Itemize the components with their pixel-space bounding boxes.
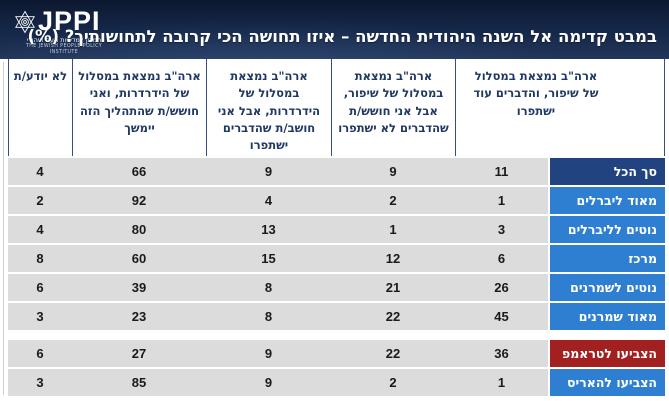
group-gap <box>8 332 665 340</box>
row-label: נוטים לשמרנים <box>550 274 665 301</box>
value-cell: 45 <box>455 303 548 330</box>
table-row: מרכז 6 12 15 60 8 <box>8 245 665 272</box>
column-header: לא יודע/ת <box>13 69 68 83</box>
value-cell: 8 <box>206 303 331 330</box>
value-cell: 22 <box>331 340 455 367</box>
star-of-david-icon <box>13 10 37 34</box>
table-row: נוטים לשמרנים 26 21 8 39 6 <box>8 274 665 301</box>
column-header: ארה"ב נמצאת במסלול של הידרדרות, אבל אני … <box>206 59 331 156</box>
value-cell: 6 <box>8 274 72 301</box>
table-row: סך הכל 11 9 9 66 4 <box>8 158 665 185</box>
value-cell: 4 <box>206 187 331 214</box>
row-label: הצביעו לטראמפ <box>550 340 665 367</box>
value-cell: 3 <box>8 369 72 396</box>
logo-tagline-english: THE JEWISH PEOPLE POLICY INSTITUTE <box>25 44 103 55</box>
value-cell: 36 <box>455 340 548 367</box>
value-cell: 9 <box>206 340 331 367</box>
value-cell: 2 <box>331 187 455 214</box>
value-cell: 39 <box>72 274 206 301</box>
value-cell: 60 <box>72 245 206 272</box>
jppi-logo: JPPI המכון למדיניות העם היהודי THE JEWIS… <box>13 6 115 56</box>
logo-tagline-hebrew: המכון למדיניות העם היהודי <box>26 36 102 44</box>
value-cell: 66 <box>72 158 206 185</box>
value-cell: 6 <box>8 340 72 367</box>
value-cell: 1 <box>331 216 455 243</box>
table-row: הצביעו לטראמפ 36 22 9 27 6 <box>8 340 665 367</box>
table-row: מאוד ליברלים 1 2 4 92 2 <box>8 187 665 214</box>
column-header: ארה"ב נמצאת במסלול של שיפור, והדברים עוד… <box>455 59 664 156</box>
value-cell: 9 <box>331 158 455 185</box>
value-cell: 1 <box>455 187 548 214</box>
table-row: נוטים לליברלים 3 1 13 80 4 <box>8 216 665 243</box>
value-cell: 21 <box>331 274 455 301</box>
value-cell: 8 <box>8 245 72 272</box>
title-banner: JPPI המכון למדיניות העם היהודי THE JEWIS… <box>0 0 669 59</box>
value-cell: 9 <box>206 158 331 185</box>
row-label: מאוד ליברלים <box>550 187 665 214</box>
value-cell: 23 <box>72 303 206 330</box>
value-cell: 26 <box>455 274 548 301</box>
value-cell: 9 <box>206 369 331 396</box>
column-header: ארה"ב נמצאת במסלול של הידרדרות, ואני חוש… <box>72 59 206 156</box>
row-label: נוטים לליברלים <box>550 216 665 243</box>
value-cell: 8 <box>206 274 331 301</box>
value-cell: 1 <box>455 369 548 396</box>
row-label: הצביעו להאריס <box>550 369 665 396</box>
logo-taglines: המכון למדיניות העם היהודי THE JEWISH PEO… <box>13 36 115 56</box>
value-cell: 12 <box>331 245 455 272</box>
value-cell: 3 <box>455 216 548 243</box>
table-row: הצביעו להאריס 1 2 9 85 3 <box>8 369 665 396</box>
survey-table: ארה"ב נמצאת במסלול של שיפור, והדברים עוד… <box>8 59 665 398</box>
row-label: מרכז <box>550 245 665 272</box>
value-cell: 85 <box>72 369 206 396</box>
value-cell: 92 <box>72 187 206 214</box>
value-cell: 13 <box>206 216 331 243</box>
value-cell: 27 <box>72 340 206 367</box>
table-row: מאוד שמרנים 45 22 8 23 3 <box>8 303 665 330</box>
value-cell: 6 <box>455 245 548 272</box>
row-label: מאוד שמרנים <box>550 303 665 330</box>
logo-brand-text: JPPI <box>38 6 101 36</box>
value-cell: 4 <box>8 216 72 243</box>
page-title: במבט קדימה אל השנה היהודית החדשה – איזו … <box>27 27 657 46</box>
value-cell: 15 <box>206 245 331 272</box>
value-cell: 3 <box>8 303 72 330</box>
value-cell: 2 <box>8 187 72 214</box>
table-body: סך הכל 11 9 9 66 4 מאוד ליברלים 1 2 4 92 2 נוטים ללי… <box>8 158 665 396</box>
value-cell: 2 <box>331 369 455 396</box>
value-cell: 11 <box>455 158 548 185</box>
value-cell: 80 <box>72 216 206 243</box>
value-cell: 4 <box>8 158 72 185</box>
column-header: ארה"ב נמצאת במסלול של שיפור, אבל אני חוש… <box>331 59 455 156</box>
left-edge-line <box>3 62 4 395</box>
value-cell: 22 <box>331 303 455 330</box>
column-header-row: ארה"ב נמצאת במסלול של שיפור, והדברים עוד… <box>8 59 665 156</box>
row-label: סך הכל <box>550 158 665 185</box>
